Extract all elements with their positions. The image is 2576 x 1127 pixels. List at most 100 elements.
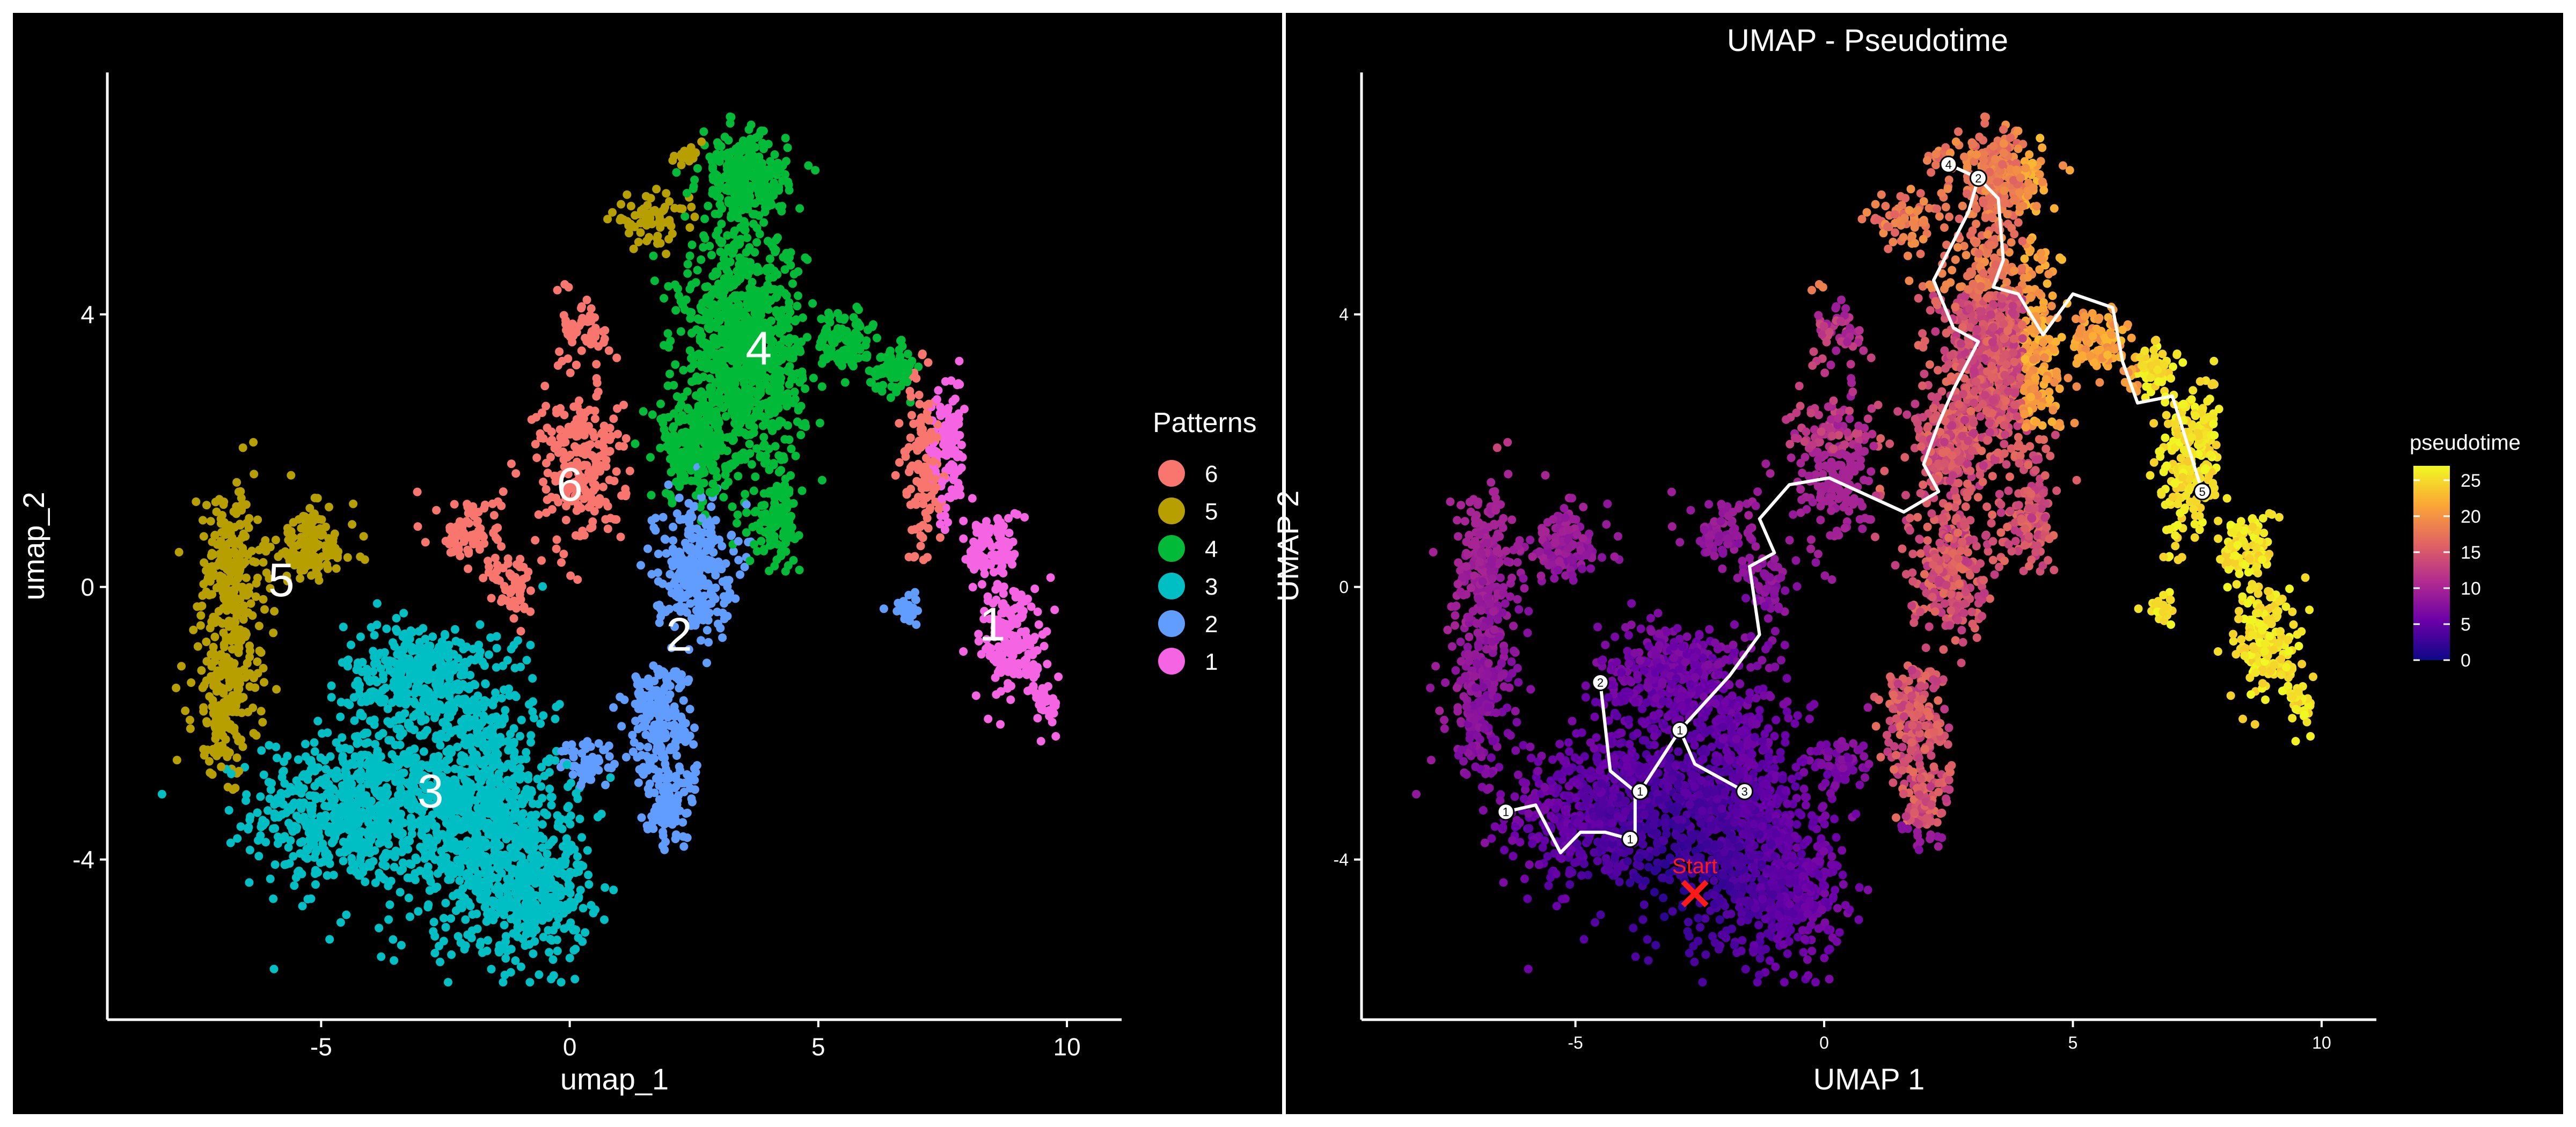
cell-point xyxy=(484,936,492,945)
cell-point xyxy=(419,624,428,633)
cell-point xyxy=(525,978,535,987)
cell-point xyxy=(815,342,824,352)
cell-point xyxy=(879,604,888,613)
cell-point xyxy=(249,438,258,447)
cell-point xyxy=(609,703,618,712)
cell-point xyxy=(375,924,384,933)
cell-point xyxy=(484,557,493,566)
cell-point xyxy=(245,682,254,691)
cell-point xyxy=(1054,672,1063,682)
cell-point xyxy=(663,329,672,338)
cell-point xyxy=(647,491,656,500)
cell-point xyxy=(199,532,208,541)
cell-point xyxy=(654,550,663,559)
cell-point xyxy=(530,937,539,946)
cell-point xyxy=(193,642,202,651)
cell-point xyxy=(323,849,332,858)
cell-point xyxy=(484,818,493,828)
cell-point xyxy=(1004,514,1013,523)
cell-point xyxy=(637,813,646,822)
cell-point xyxy=(352,806,361,815)
cell-point xyxy=(919,500,928,509)
cell-point xyxy=(751,133,760,142)
cell-point xyxy=(548,955,558,964)
cell-point xyxy=(522,748,531,757)
cell-point xyxy=(907,411,916,420)
cell-point xyxy=(411,875,420,884)
cell-point xyxy=(1019,606,1028,616)
cell-point xyxy=(759,218,769,227)
cell-point xyxy=(566,897,575,906)
cell-point xyxy=(672,817,681,826)
cell-point xyxy=(797,486,807,495)
cell-point xyxy=(763,237,772,246)
cell-point xyxy=(453,742,462,751)
cell-point xyxy=(499,978,508,987)
cell-point xyxy=(339,623,348,632)
cell-point xyxy=(660,425,669,434)
cell-point xyxy=(219,497,229,507)
cell-point xyxy=(603,524,612,533)
cell-point xyxy=(692,372,701,381)
cell-point xyxy=(536,719,545,728)
cell-point xyxy=(804,161,813,170)
cell-point xyxy=(461,915,470,924)
cell-point xyxy=(656,223,665,232)
cell-point xyxy=(279,766,288,775)
cell-point xyxy=(922,453,931,463)
cell-point xyxy=(157,789,166,799)
cell-point xyxy=(564,283,573,292)
cell-point xyxy=(325,859,334,868)
cell-point xyxy=(396,724,405,733)
cell-point xyxy=(626,202,635,210)
cell-point xyxy=(852,303,861,311)
cell-point xyxy=(529,949,538,958)
cell-point xyxy=(475,889,484,898)
cell-point xyxy=(790,387,799,397)
cell-point xyxy=(572,789,581,798)
cell-point xyxy=(687,240,697,250)
cell-point xyxy=(601,780,610,789)
cell-point xyxy=(906,433,915,442)
cell-point xyxy=(679,696,688,705)
cell-point xyxy=(576,885,585,895)
cell-point xyxy=(323,871,332,880)
cell-point xyxy=(259,595,268,604)
cell-point xyxy=(469,534,478,543)
cell-point xyxy=(649,824,658,833)
cell-point xyxy=(246,646,254,655)
cell-point xyxy=(670,203,679,213)
cell-point xyxy=(566,368,575,377)
cell-point xyxy=(562,760,572,770)
cell-point xyxy=(528,707,537,716)
cell-point xyxy=(564,802,573,811)
cell-point xyxy=(700,214,709,223)
cell-point xyxy=(1030,584,1040,594)
cell-point xyxy=(687,328,697,338)
cell-point xyxy=(1046,573,1055,582)
cell-point xyxy=(685,223,694,232)
cell-point xyxy=(787,444,796,453)
cell-point xyxy=(936,411,945,420)
cell-point xyxy=(690,360,699,369)
cell-point xyxy=(1020,513,1029,522)
cell-point xyxy=(244,823,253,832)
cell-point xyxy=(557,747,566,756)
cell-point xyxy=(560,871,569,880)
cell-point xyxy=(227,770,236,778)
cell-point xyxy=(745,139,754,148)
cell-point xyxy=(650,276,659,286)
cell-point xyxy=(915,400,924,408)
cell-point xyxy=(298,902,307,911)
cell-point xyxy=(954,420,963,428)
cell-point xyxy=(456,551,465,560)
cell-point xyxy=(269,628,278,638)
cell-point xyxy=(921,509,930,518)
cell-point xyxy=(272,685,281,694)
cell-point xyxy=(545,948,554,957)
cell-point xyxy=(541,485,551,494)
cell-point xyxy=(553,947,562,955)
cell-point xyxy=(583,737,592,746)
cell-point xyxy=(663,694,672,704)
cell-point xyxy=(526,586,535,595)
